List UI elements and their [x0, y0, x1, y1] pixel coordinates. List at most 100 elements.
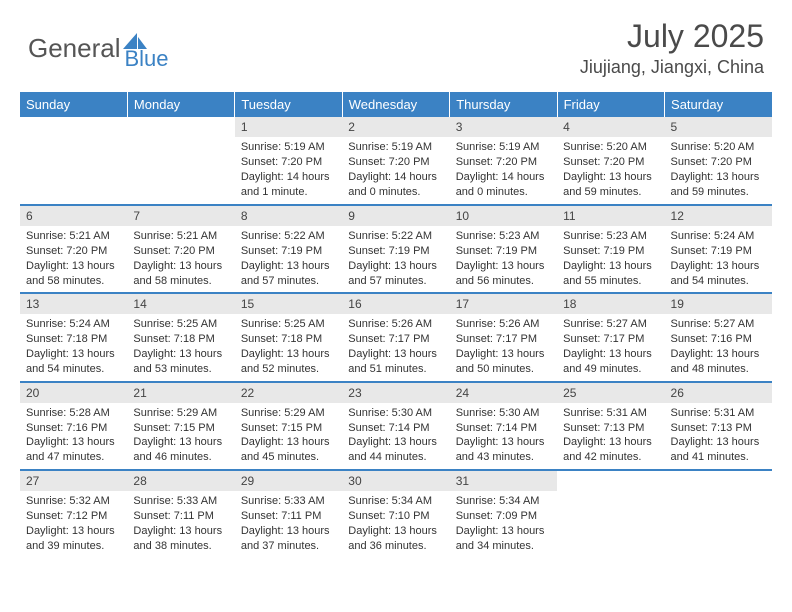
- month-title: July 2025: [580, 18, 764, 55]
- day-number: 25: [557, 383, 664, 403]
- day-content: Sunrise: 5:22 AMSunset: 7:19 PMDaylight:…: [235, 226, 342, 292]
- day-number: 18: [557, 294, 664, 314]
- calendar-day-cell: ..: [665, 470, 772, 558]
- day-content: Sunrise: 5:31 AMSunset: 7:13 PMDaylight:…: [665, 403, 772, 469]
- calendar-day-cell: 26Sunrise: 5:31 AMSunset: 7:13 PMDayligh…: [665, 382, 772, 470]
- calendar-day-cell: 27Sunrise: 5:32 AMSunset: 7:12 PMDayligh…: [20, 470, 127, 558]
- calendar-day-cell: 30Sunrise: 5:34 AMSunset: 7:10 PMDayligh…: [342, 470, 449, 558]
- calendar-day-cell: 6Sunrise: 5:21 AMSunset: 7:20 PMDaylight…: [20, 205, 127, 293]
- calendar-day-cell: 2Sunrise: 5:19 AMSunset: 7:20 PMDaylight…: [342, 117, 449, 205]
- calendar-table: SundayMondayTuesdayWednesdayThursdayFrid…: [20, 92, 772, 558]
- day-header: Sunday: [20, 92, 127, 117]
- day-content: Sunrise: 5:32 AMSunset: 7:12 PMDaylight:…: [20, 491, 127, 557]
- calendar-day-cell: 12Sunrise: 5:24 AMSunset: 7:19 PMDayligh…: [665, 205, 772, 293]
- day-content: Sunrise: 5:20 AMSunset: 7:20 PMDaylight:…: [665, 137, 772, 203]
- calendar-body: ....1Sunrise: 5:19 AMSunset: 7:20 PMDayl…: [20, 117, 772, 558]
- calendar-day-cell: ..: [20, 117, 127, 205]
- day-number: 23: [342, 383, 449, 403]
- day-header: Saturday: [665, 92, 772, 117]
- day-number: 3: [450, 117, 557, 137]
- calendar-day-cell: 11Sunrise: 5:23 AMSunset: 7:19 PMDayligh…: [557, 205, 664, 293]
- day-number: 26: [665, 383, 772, 403]
- day-content: Sunrise: 5:25 AMSunset: 7:18 PMDaylight:…: [235, 314, 342, 380]
- day-content: Sunrise: 5:29 AMSunset: 7:15 PMDaylight:…: [127, 403, 234, 469]
- day-content: Sunrise: 5:27 AMSunset: 7:17 PMDaylight:…: [557, 314, 664, 380]
- day-content: Sunrise: 5:19 AMSunset: 7:20 PMDaylight:…: [450, 137, 557, 203]
- day-number: 21: [127, 383, 234, 403]
- calendar-day-cell: 18Sunrise: 5:27 AMSunset: 7:17 PMDayligh…: [557, 293, 664, 381]
- calendar-day-cell: 8Sunrise: 5:22 AMSunset: 7:19 PMDaylight…: [235, 205, 342, 293]
- day-content: Sunrise: 5:33 AMSunset: 7:11 PMDaylight:…: [235, 491, 342, 557]
- calendar-day-cell: 14Sunrise: 5:25 AMSunset: 7:18 PMDayligh…: [127, 293, 234, 381]
- day-number: 12: [665, 206, 772, 226]
- calendar-day-cell: ..: [557, 470, 664, 558]
- day-content: Sunrise: 5:20 AMSunset: 7:20 PMDaylight:…: [557, 137, 664, 203]
- calendar-day-cell: 3Sunrise: 5:19 AMSunset: 7:20 PMDaylight…: [450, 117, 557, 205]
- calendar-week-row: 20Sunrise: 5:28 AMSunset: 7:16 PMDayligh…: [20, 382, 772, 470]
- day-number: 19: [665, 294, 772, 314]
- calendar-day-cell: 9Sunrise: 5:22 AMSunset: 7:19 PMDaylight…: [342, 205, 449, 293]
- day-number: 4: [557, 117, 664, 137]
- calendar-day-cell: 20Sunrise: 5:28 AMSunset: 7:16 PMDayligh…: [20, 382, 127, 470]
- day-number: 15: [235, 294, 342, 314]
- day-number: 8: [235, 206, 342, 226]
- day-content: Sunrise: 5:21 AMSunset: 7:20 PMDaylight:…: [20, 226, 127, 292]
- day-number: 20: [20, 383, 127, 403]
- calendar-day-cell: 4Sunrise: 5:20 AMSunset: 7:20 PMDaylight…: [557, 117, 664, 205]
- day-content: Sunrise: 5:21 AMSunset: 7:20 PMDaylight:…: [127, 226, 234, 292]
- day-content: Sunrise: 5:26 AMSunset: 7:17 PMDaylight:…: [450, 314, 557, 380]
- day-number: 9: [342, 206, 449, 226]
- calendar-day-cell: 22Sunrise: 5:29 AMSunset: 7:15 PMDayligh…: [235, 382, 342, 470]
- day-number: 6: [20, 206, 127, 226]
- calendar-day-cell: ..: [127, 117, 234, 205]
- day-content: Sunrise: 5:30 AMSunset: 7:14 PMDaylight:…: [450, 403, 557, 469]
- day-content: Sunrise: 5:27 AMSunset: 7:16 PMDaylight:…: [665, 314, 772, 380]
- calendar-week-row: 27Sunrise: 5:32 AMSunset: 7:12 PMDayligh…: [20, 470, 772, 558]
- day-number: 5: [665, 117, 772, 137]
- day-header: Monday: [127, 92, 234, 117]
- location: Jiujiang, Jiangxi, China: [580, 57, 764, 78]
- day-number: 11: [557, 206, 664, 226]
- calendar-day-cell: 5Sunrise: 5:20 AMSunset: 7:20 PMDaylight…: [665, 117, 772, 205]
- day-number: 17: [450, 294, 557, 314]
- day-number: 2: [342, 117, 449, 137]
- calendar-day-cell: 23Sunrise: 5:30 AMSunset: 7:14 PMDayligh…: [342, 382, 449, 470]
- calendar-day-cell: 7Sunrise: 5:21 AMSunset: 7:20 PMDaylight…: [127, 205, 234, 293]
- calendar-day-cell: 21Sunrise: 5:29 AMSunset: 7:15 PMDayligh…: [127, 382, 234, 470]
- day-content: Sunrise: 5:19 AMSunset: 7:20 PMDaylight:…: [342, 137, 449, 203]
- day-content: Sunrise: 5:26 AMSunset: 7:17 PMDaylight:…: [342, 314, 449, 380]
- calendar-day-cell: 13Sunrise: 5:24 AMSunset: 7:18 PMDayligh…: [20, 293, 127, 381]
- day-number: 10: [450, 206, 557, 226]
- day-content: Sunrise: 5:22 AMSunset: 7:19 PMDaylight:…: [342, 226, 449, 292]
- day-content: Sunrise: 5:30 AMSunset: 7:14 PMDaylight:…: [342, 403, 449, 469]
- day-number: 16: [342, 294, 449, 314]
- calendar-day-cell: 19Sunrise: 5:27 AMSunset: 7:16 PMDayligh…: [665, 293, 772, 381]
- day-content: Sunrise: 5:29 AMSunset: 7:15 PMDaylight:…: [235, 403, 342, 469]
- logo-text-blue: Blue: [125, 46, 169, 72]
- calendar-day-cell: 1Sunrise: 5:19 AMSunset: 7:20 PMDaylight…: [235, 117, 342, 205]
- day-content: Sunrise: 5:23 AMSunset: 7:19 PMDaylight:…: [450, 226, 557, 292]
- day-content: Sunrise: 5:19 AMSunset: 7:20 PMDaylight:…: [235, 137, 342, 203]
- logo: General Blue: [28, 24, 169, 72]
- day-content: Sunrise: 5:34 AMSunset: 7:09 PMDaylight:…: [450, 491, 557, 557]
- day-number: 31: [450, 471, 557, 491]
- calendar-day-cell: 17Sunrise: 5:26 AMSunset: 7:17 PMDayligh…: [450, 293, 557, 381]
- calendar-day-cell: 24Sunrise: 5:30 AMSunset: 7:14 PMDayligh…: [450, 382, 557, 470]
- day-content: Sunrise: 5:25 AMSunset: 7:18 PMDaylight:…: [127, 314, 234, 380]
- day-number: 30: [342, 471, 449, 491]
- day-content: Sunrise: 5:34 AMSunset: 7:10 PMDaylight:…: [342, 491, 449, 557]
- calendar-day-cell: 16Sunrise: 5:26 AMSunset: 7:17 PMDayligh…: [342, 293, 449, 381]
- day-content: Sunrise: 5:33 AMSunset: 7:11 PMDaylight:…: [127, 491, 234, 557]
- day-header: Wednesday: [342, 92, 449, 117]
- day-header: Tuesday: [235, 92, 342, 117]
- day-header: Thursday: [450, 92, 557, 117]
- calendar-day-cell: 29Sunrise: 5:33 AMSunset: 7:11 PMDayligh…: [235, 470, 342, 558]
- day-number: 24: [450, 383, 557, 403]
- calendar-header-row: SundayMondayTuesdayWednesdayThursdayFrid…: [20, 92, 772, 117]
- day-content: Sunrise: 5:24 AMSunset: 7:19 PMDaylight:…: [665, 226, 772, 292]
- title-block: July 2025 Jiujiang, Jiangxi, China: [580, 18, 764, 78]
- day-header: Friday: [557, 92, 664, 117]
- day-content: Sunrise: 5:31 AMSunset: 7:13 PMDaylight:…: [557, 403, 664, 469]
- calendar-week-row: 13Sunrise: 5:24 AMSunset: 7:18 PMDayligh…: [20, 293, 772, 381]
- calendar-day-cell: 25Sunrise: 5:31 AMSunset: 7:13 PMDayligh…: [557, 382, 664, 470]
